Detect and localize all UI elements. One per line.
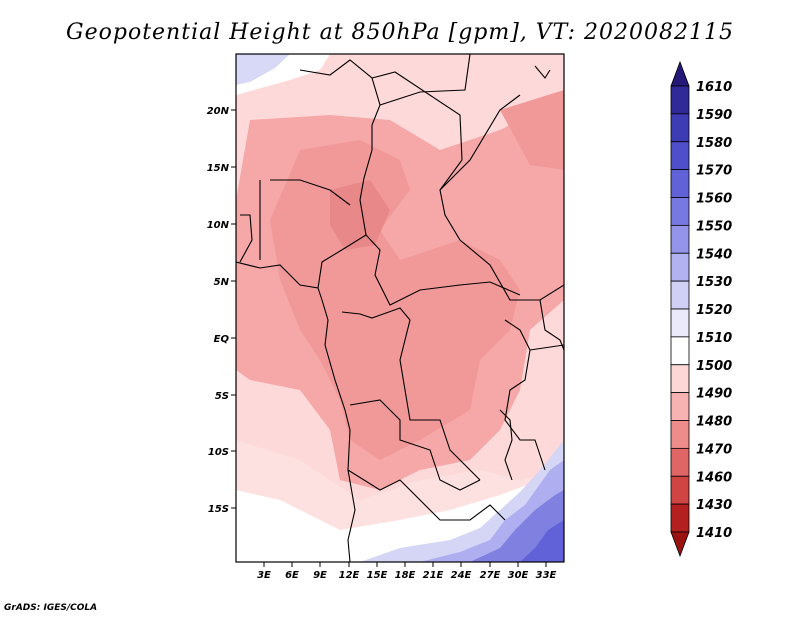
colorbar-level-label: 1530 <box>696 275 732 290</box>
lon-label: 21E <box>423 570 444 581</box>
lon-label: 33E <box>536 570 557 581</box>
lat-label: 15S <box>208 504 229 515</box>
credit-label: GrADS: IGES/COLA <box>4 603 98 613</box>
colorbar-segment <box>670 197 690 226</box>
colorbar-segment <box>670 364 690 394</box>
colorbar-level-label: 1580 <box>696 136 732 151</box>
colorbar-segment <box>670 169 690 198</box>
lat-label: 10S <box>208 447 229 458</box>
colorbar-level-label: 1590 <box>696 108 732 123</box>
colorbar-segment <box>670 252 690 282</box>
lat-label: 5S <box>215 391 229 402</box>
lat-label: 15N <box>207 163 230 174</box>
lat-label: 10N <box>207 220 230 231</box>
colorbar-level-label: 1560 <box>696 192 732 207</box>
colorbar-level-label: 1570 <box>696 164 732 179</box>
colorbar: 1610 1590 1580 1570 1560 1550 1540 1530 1520 1510… <box>670 60 732 558</box>
lon-label: 30E <box>508 570 529 581</box>
colorbar-segment <box>670 475 690 505</box>
lon-label: 3E <box>257 570 271 581</box>
lon-label: 12E <box>339 570 360 581</box>
colorbar-level-label: 1510 <box>696 331 732 346</box>
colorbar-segment <box>670 85 690 115</box>
colorbar-segment <box>670 420 690 449</box>
map-frame <box>235 53 565 563</box>
lon-label: 18E <box>395 570 416 581</box>
colorbar-level-label: 1550 <box>696 219 732 234</box>
colorbar-segment <box>670 392 690 421</box>
lon-label: 24E <box>451 570 472 581</box>
height-field <box>236 54 564 562</box>
colorbar-top-triangle <box>670 60 690 87</box>
lon-label: 27E <box>480 570 501 581</box>
colorbar-level-label: 1470 <box>696 442 732 457</box>
colorbar-bottom-triangle <box>670 531 690 558</box>
colorbar-segment <box>670 113 690 143</box>
colorbar-level-label: 1610 <box>696 80 732 95</box>
colorbar-level-label: 1540 <box>696 247 732 262</box>
colorbar-segment <box>670 503 690 533</box>
colorbar-segment <box>670 308 690 338</box>
lat-label: 5N <box>214 277 230 288</box>
colorbar-segment <box>670 224 690 254</box>
lon-label: 6E <box>285 570 299 581</box>
map-title: Geopotential Height at 850hPa [gpm], VT:… <box>66 20 734 45</box>
lat-label: 20N <box>207 106 230 117</box>
colorbar-segment <box>670 141 690 171</box>
colorbar-level-label: 1460 <box>696 470 732 485</box>
colorbar-segment <box>670 336 690 366</box>
colorbar-level-label: 1410 <box>696 526 732 541</box>
colorbar-segment <box>670 447 690 477</box>
colorbar-level-label: 1480 <box>696 415 732 430</box>
lon-label: 15E <box>367 570 388 581</box>
lon-label: 9E <box>313 570 327 581</box>
lat-label: EQ <box>214 334 230 345</box>
colorbar-level-label: 1430 <box>696 498 732 513</box>
colorbar-segment <box>670 280 690 310</box>
colorbar-level-label: 1500 <box>696 359 732 374</box>
colorbar-level-label: 1490 <box>696 387 732 402</box>
colorbar-level-label: 1520 <box>696 303 732 318</box>
